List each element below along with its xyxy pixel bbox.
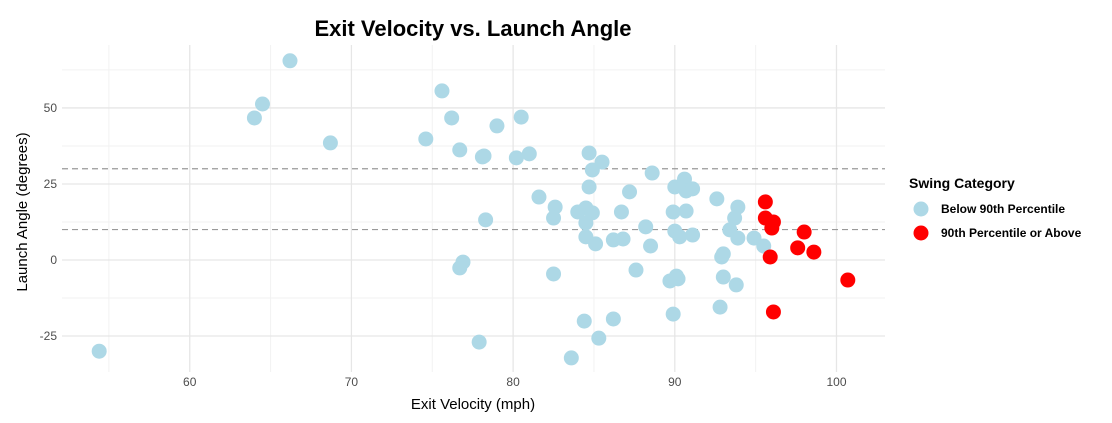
point-below-90th <box>615 231 631 247</box>
legend-title: Swing Category <box>909 175 1015 191</box>
point-below-90th <box>712 299 728 315</box>
reference-lines <box>62 168 885 231</box>
point-below-90th <box>91 343 107 359</box>
point-below-90th <box>508 150 524 166</box>
point-below-90th <box>246 110 262 126</box>
point-below-90th <box>714 249 730 265</box>
point-below-90th <box>605 311 621 327</box>
point-below-90th <box>452 142 468 158</box>
legend: Swing Category Below 90th Percentile 90t… <box>909 175 1082 241</box>
point-below-90th <box>513 109 529 125</box>
point-below-90th <box>591 330 607 346</box>
x-tick-label: 80 <box>506 375 520 389</box>
point-below-90th <box>685 181 701 197</box>
y-axis-label: Launch Angle (degrees) <box>14 132 31 291</box>
point-90th-above <box>762 249 778 265</box>
x-tick-label: 90 <box>668 375 682 389</box>
point-below-90th <box>581 179 597 195</box>
point-below-90th <box>638 219 654 235</box>
point-below-90th <box>727 210 743 226</box>
point-below-90th <box>709 191 725 207</box>
tick-labels: 60 70 80 90 100 -25 0 25 50 <box>40 101 847 389</box>
point-below-90th <box>728 277 744 293</box>
point-below-90th <box>685 227 701 243</box>
point-below-90th <box>672 229 688 245</box>
point-below-90th <box>756 238 772 254</box>
point-below-90th <box>576 313 592 329</box>
point-90th-above <box>764 220 780 236</box>
point-below-90th <box>476 148 492 164</box>
point-below-90th <box>715 269 731 285</box>
point-below-90th <box>665 204 681 220</box>
x-tick-label: 100 <box>826 375 846 389</box>
point-below-90th <box>588 236 604 252</box>
point-below-90th <box>471 334 487 350</box>
point-below-90th <box>322 135 338 151</box>
point-below-90th <box>730 230 746 246</box>
y-tick-label: 50 <box>44 101 58 115</box>
point-90th-above <box>757 194 773 210</box>
point-below-90th <box>434 83 450 99</box>
legend-marker-below-90th <box>913 201 929 217</box>
point-below-90th <box>521 146 537 162</box>
point-below-90th <box>581 145 597 161</box>
point-below-90th <box>452 260 468 276</box>
point-below-90th <box>444 110 460 126</box>
point-below-90th <box>478 212 494 228</box>
point-below-90th <box>644 165 660 181</box>
point-below-90th <box>613 204 629 220</box>
point-below-90th <box>622 184 638 200</box>
y-tick-label: 0 <box>50 253 57 267</box>
point-below-90th <box>628 262 644 278</box>
point-below-90th <box>418 131 434 147</box>
point-below-90th <box>547 199 563 215</box>
point-below-90th <box>678 203 694 219</box>
chart-title: Exit Velocity vs. Launch Angle <box>314 16 631 41</box>
point-90th-above <box>765 304 781 320</box>
point-below-90th <box>578 215 594 231</box>
point-below-90th <box>563 350 579 366</box>
x-tick-label: 60 <box>183 375 197 389</box>
point-below-90th <box>282 53 298 69</box>
points <box>91 53 856 366</box>
legend-label-90th-above: 90th Percentile or Above <box>941 226 1082 240</box>
grid <box>62 45 885 372</box>
point-below-90th <box>670 271 686 287</box>
point-below-90th <box>531 189 547 205</box>
point-90th-above <box>840 272 856 288</box>
point-below-90th <box>643 238 659 254</box>
point-below-90th <box>546 210 562 226</box>
point-90th-above <box>790 240 806 256</box>
point-below-90th <box>546 266 562 282</box>
y-tick-label: -25 <box>40 329 58 343</box>
point-below-90th <box>489 118 505 134</box>
point-below-90th <box>665 306 681 322</box>
legend-marker-90th-above <box>913 225 929 241</box>
point-90th-above <box>806 244 822 260</box>
x-axis-label: Exit Velocity (mph) <box>411 396 535 413</box>
y-tick-label: 25 <box>44 177 58 191</box>
point-90th-above <box>796 224 812 240</box>
legend-label-below-90th: Below 90th Percentile <box>941 202 1065 216</box>
point-below-90th <box>584 162 600 178</box>
point-below-90th <box>254 96 270 112</box>
x-tick-label: 70 <box>345 375 359 389</box>
